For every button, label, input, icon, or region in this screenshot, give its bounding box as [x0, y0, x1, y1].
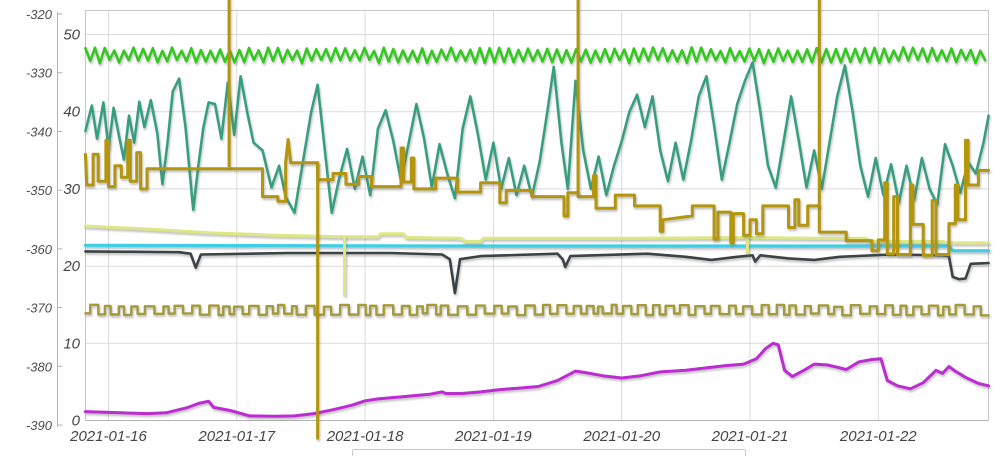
cropped-legend-box — [352, 449, 746, 456]
x-tick-label: 2021-01-22 — [839, 428, 917, 445]
series-cyan-flat — [83, 243, 991, 253]
outer-y-tick-label: -340 — [26, 124, 53, 139]
series-teal-jagged — [84, 61, 990, 215]
x-tick-label: 2021-01-20 — [582, 428, 660, 445]
inner-y-tick-label: 10 — [63, 335, 80, 352]
inner-y-tick-label: 20 — [62, 258, 80, 275]
x-tick-label: 2021-01-21 — [711, 428, 789, 445]
inner-y-tick-label: 30 — [63, 181, 80, 198]
x-tick-label: 2021-01-19 — [454, 428, 532, 445]
inner-y-tick-label: 50 — [63, 27, 80, 44]
x-tick-label: 2021-01-17 — [197, 428, 275, 445]
x-axis-labels: 2021-01-16 2021-01-17 2021-01-18 2021-01-19… — [69, 428, 917, 445]
series-khaki-square-wave — [84, 303, 990, 317]
x-tick-label: 2021-01-18 — [326, 428, 404, 445]
plot-border — [85, 10, 989, 421]
series-magenta-trend — [83, 341, 991, 418]
gridlines — [85, 10, 989, 421]
series-green-zigzag — [84, 46, 987, 65]
outer-y-axis: -320 -330 -340 -350 -360 -370 -380 -390 — [26, 7, 63, 433]
series-dark-gray-flat — [84, 250, 990, 295]
outer-y-tick-label: -370 — [26, 301, 53, 316]
x-tick-label: 2021-01-16 — [69, 428, 147, 445]
inner-y-axis: 0 10 20 30 40 50 — [62, 27, 80, 430]
inner-y-tick-label: 40 — [63, 104, 80, 121]
outer-y-tick-label: -390 — [26, 418, 53, 433]
outer-y-tick-label: -330 — [26, 66, 53, 81]
outer-y-tick-label: -320 — [26, 7, 53, 22]
outer-y-tick-label: -350 — [26, 183, 53, 198]
outer-y-tick-label: -360 — [26, 242, 53, 257]
series-olive-stepped — [83, 138, 991, 257]
outer-y-tick-label: -380 — [26, 359, 53, 374]
inner-y-tick-label: 0 — [72, 413, 81, 430]
